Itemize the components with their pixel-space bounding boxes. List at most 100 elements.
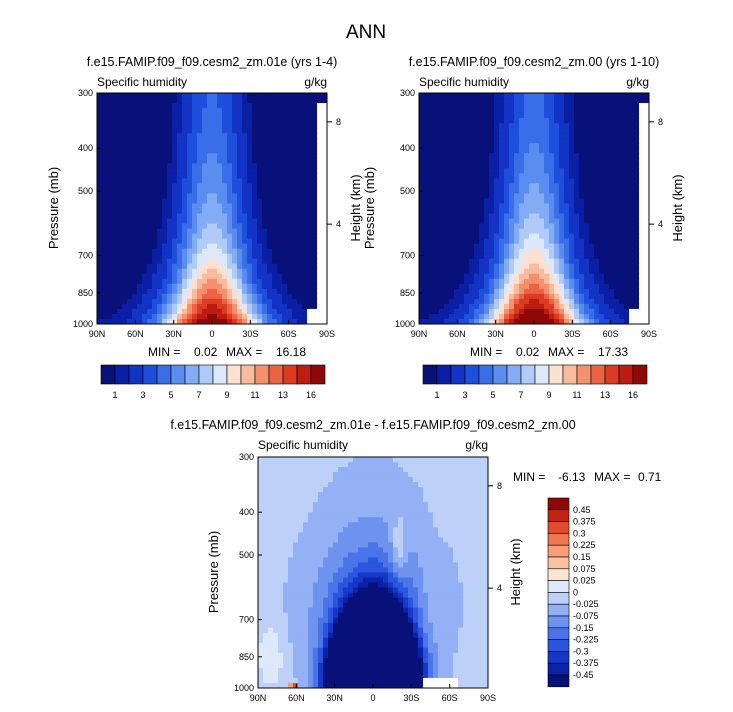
contour-cell <box>142 93 148 99</box>
contour-cell <box>217 193 223 200</box>
contour-cell <box>619 308 625 315</box>
contour-cell <box>257 173 263 179</box>
contour-cell <box>242 108 248 114</box>
contour-cell <box>483 487 488 493</box>
contour-cell <box>232 268 238 275</box>
contour-cell <box>177 278 183 285</box>
contour-cell <box>429 173 435 179</box>
contour-cell <box>237 128 243 134</box>
contour-cell <box>504 128 510 134</box>
contour-cell <box>263 512 269 518</box>
contour-cell <box>107 243 113 250</box>
contour-cell <box>227 153 233 159</box>
contour-cell <box>207 308 213 315</box>
contour-cell <box>514 223 520 230</box>
contour-cell <box>318 522 324 528</box>
contour-cell <box>378 492 384 498</box>
contour-cell <box>232 283 238 290</box>
contour-cell <box>312 228 318 235</box>
contour-cell <box>474 283 480 290</box>
contour-cell <box>182 253 188 260</box>
contour-cell <box>192 253 198 260</box>
contour-cell <box>207 173 213 179</box>
contour-cell <box>117 178 123 184</box>
contour-cell <box>303 482 309 488</box>
contour-cell <box>509 238 515 245</box>
contour-cell <box>504 218 510 225</box>
contour-cell <box>137 133 143 139</box>
contour-cell <box>97 278 103 285</box>
contour-cell <box>102 303 108 310</box>
contour-cell <box>167 213 173 220</box>
contour-cell <box>277 198 283 205</box>
contour-cell <box>453 512 459 518</box>
contour-cell <box>222 318 228 324</box>
contour-cell <box>433 492 439 498</box>
contour-cell <box>589 163 595 169</box>
contour-cell <box>322 243 327 250</box>
contour-cell <box>534 263 540 270</box>
contour-cell <box>312 238 318 245</box>
contour-cell <box>519 163 525 169</box>
contour-cell <box>307 313 313 320</box>
contour-cell <box>474 93 480 99</box>
contour-cell <box>247 223 253 230</box>
contour-cell <box>534 123 540 129</box>
contour-cell <box>157 163 163 169</box>
contour-cell <box>217 138 223 144</box>
contour-cell <box>157 193 163 200</box>
contour-cell <box>287 223 293 230</box>
contour-cell <box>459 138 465 144</box>
contour-cell <box>609 203 615 210</box>
contour-cell <box>569 278 575 285</box>
contour-cell <box>147 288 153 295</box>
contour-cell <box>594 198 600 205</box>
contour-cell <box>317 118 323 124</box>
contour-cell <box>252 308 258 315</box>
contour-cell <box>614 228 620 235</box>
contour-cell <box>288 502 294 508</box>
contour-cell <box>192 233 198 240</box>
contour-cell <box>449 133 455 139</box>
contour-cell <box>147 193 153 200</box>
contour-cell <box>614 163 620 169</box>
contour-cell <box>463 457 469 463</box>
contour-cell <box>227 148 233 154</box>
contour-cell <box>454 248 460 255</box>
contour-cell <box>227 158 233 164</box>
contour-cell <box>147 218 153 225</box>
contour-cell <box>634 93 640 99</box>
contour-cell <box>448 457 454 463</box>
contour-cell <box>549 163 555 169</box>
contour-cell <box>519 158 525 164</box>
contour-cell <box>97 163 103 169</box>
contour-cell <box>258 482 264 488</box>
contour-cell <box>317 253 323 260</box>
contour-cell <box>434 253 440 260</box>
contour-cell <box>197 128 203 134</box>
contour-cell <box>629 173 635 179</box>
contour-cell <box>539 223 545 230</box>
contour-cell <box>137 213 143 220</box>
contour-cell <box>524 118 530 124</box>
contour-cell <box>252 273 258 280</box>
contour-cell <box>549 198 555 205</box>
contour-cell <box>474 98 480 104</box>
contour-cell <box>514 273 520 280</box>
contour-cell <box>449 183 455 190</box>
contour-cell <box>584 233 590 240</box>
contour-cell <box>162 113 168 119</box>
contour-cell <box>644 98 649 104</box>
contour-cell <box>554 153 560 159</box>
contour-cell <box>549 293 555 300</box>
contour-cell <box>439 133 445 139</box>
contour-cell <box>137 178 143 184</box>
contour-cell <box>348 457 354 463</box>
contour-cell <box>489 243 495 250</box>
contour-cell <box>489 283 495 290</box>
contour-cell <box>454 148 460 154</box>
contour-cell <box>268 462 274 468</box>
contour-cell <box>529 143 535 149</box>
contour-cell <box>207 253 213 260</box>
contour-cell <box>247 313 253 320</box>
